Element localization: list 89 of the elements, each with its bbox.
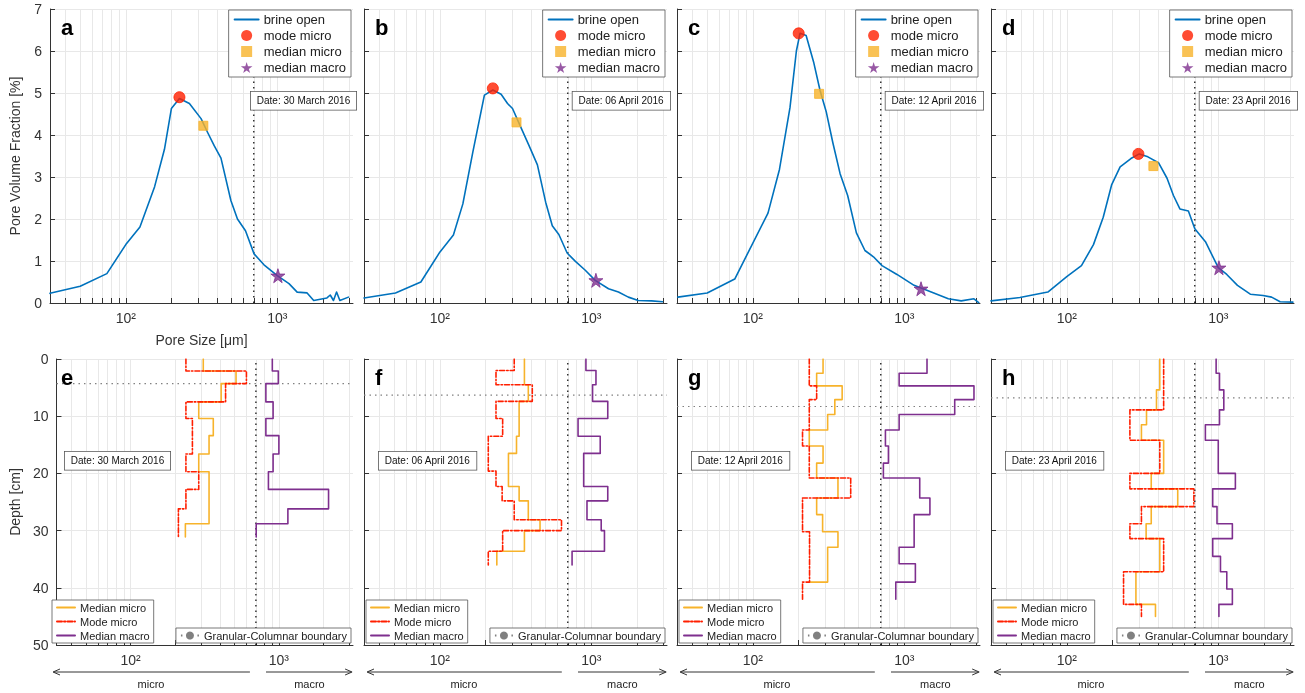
text: micro: [763, 677, 791, 690]
x-tick-label: 10²: [1056, 310, 1078, 326]
legend-label: Granular-Columnar boundary: [517, 629, 662, 642]
legend-label: median micro: [890, 44, 969, 59]
legend-label: Median macro: [1021, 629, 1091, 642]
x-tick-label: 10³: [581, 310, 602, 326]
legend-label: median micro: [263, 44, 342, 59]
y-tick-label: 20: [32, 465, 49, 482]
x-tick-label: 10²: [429, 310, 451, 326]
legend-label: brine open: [577, 12, 640, 27]
annotation: Date: 23 April 2016: [1011, 455, 1098, 467]
annotation: Date: 12 April 2016: [697, 455, 784, 467]
legend-label: Mode micro: [80, 615, 138, 628]
annotation: Date: 12 April 2016: [891, 95, 978, 107]
legend-label: Median micro: [707, 601, 774, 614]
y-tick-label: 0: [40, 351, 49, 367]
x-tick-label: 10²: [429, 652, 451, 668]
legend-label: median micro: [577, 44, 656, 59]
annotation: Date: 23 April 2016: [1205, 95, 1292, 107]
legend-label: Median micro: [394, 601, 461, 614]
legend-label: mode micro: [577, 28, 646, 43]
legend-label: Granular-Columnar boundary: [830, 629, 975, 642]
legend-label: median micro: [1204, 44, 1283, 59]
text: macro: [294, 677, 325, 690]
y-tick-label: 0: [34, 295, 43, 311]
y-axis-title: Depth [cm]: [7, 468, 23, 536]
text: micro: [450, 677, 478, 690]
x-tick-label: 10³: [894, 310, 915, 326]
annotation: Date: 06 April 2016: [578, 95, 665, 107]
y-tick-label: 2: [34, 211, 43, 227]
chart-title: b: [375, 14, 389, 40]
x-tick-label: 10²: [120, 652, 142, 668]
x-tick-label: 10²: [1056, 652, 1078, 668]
y-tick-label: 6: [34, 43, 43, 59]
legend-label: median macro: [890, 60, 974, 75]
legend-label: median macro: [263, 60, 347, 75]
chart-title: e: [61, 364, 74, 390]
legend-label: Granular-Columnar boundary: [203, 629, 348, 642]
y-axis-title: Pore Volume Fraction [%]: [7, 76, 23, 236]
x-tick-label: 10³: [267, 310, 288, 326]
chart-title: c: [688, 14, 701, 40]
chart-title: a: [61, 14, 74, 40]
y-tick-label: 10: [32, 408, 49, 425]
legend-label: Median macro: [80, 629, 150, 642]
x-tick-label: 10³: [1208, 310, 1229, 326]
text: macro: [920, 677, 951, 690]
x-axis-title: Pore Size [μm]: [155, 332, 248, 348]
legend-label: brine open: [890, 12, 953, 27]
x-tick-label: 10³: [1208, 652, 1229, 668]
y-tick-label: 1: [34, 253, 43, 269]
legend-label: median macro: [1204, 60, 1288, 75]
legend-label: median macro: [577, 60, 661, 75]
x-tick-label: 10²: [742, 652, 764, 668]
x-tick-label: 10³: [581, 652, 602, 668]
x-tick-label: 10²: [115, 310, 137, 326]
legend-label: Median macro: [707, 629, 777, 642]
legend-label: Median macro: [394, 629, 464, 642]
x-tick-label: 10³: [268, 652, 290, 668]
legend-label: mode micro: [890, 28, 959, 43]
legend-label: brine open: [1204, 12, 1267, 27]
legend-label: Mode micro: [394, 615, 452, 628]
y-tick-label: 50: [32, 637, 49, 653]
y-tick-label: 40: [32, 579, 49, 596]
annotation: Date: 06 April 2016: [384, 455, 471, 467]
text: macro: [607, 677, 638, 690]
chart-title: g: [688, 364, 702, 390]
annotation: Date: 30 March 2016: [256, 95, 351, 107]
legend-label: mode micro: [1204, 28, 1273, 43]
y-tick-label: 3: [34, 169, 43, 185]
legend-label: Median micro: [1021, 601, 1088, 614]
y-tick-label: 30: [32, 522, 49, 539]
y-tick-label: 7: [34, 1, 43, 17]
y-tick-label: 5: [34, 85, 43, 101]
y-tick-label: 4: [34, 127, 43, 143]
legend-label: mode micro: [263, 28, 332, 43]
legend-label: Mode micro: [1021, 615, 1079, 628]
x-tick-label: 10³: [894, 652, 915, 668]
annotation: Date: 30 March 2016: [70, 455, 165, 467]
chart-title: f: [375, 364, 383, 390]
text: micro: [1077, 677, 1105, 690]
legend-label: brine open: [263, 12, 326, 27]
chart-title: d: [1002, 14, 1016, 40]
legend-label: Granular-Columnar boundary: [1144, 629, 1289, 642]
legend-label: Median micro: [80, 601, 147, 614]
text: macro: [1234, 677, 1265, 690]
legend-label: Mode micro: [707, 615, 765, 628]
text: micro: [137, 677, 165, 690]
x-tick-label: 10²: [742, 310, 764, 326]
chart-title: h: [1002, 364, 1016, 390]
